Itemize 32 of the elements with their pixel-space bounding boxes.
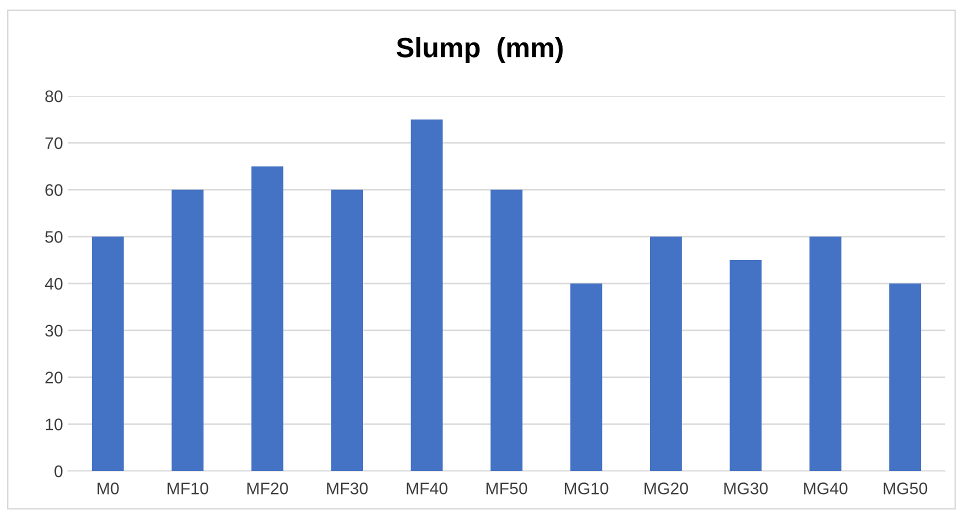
x-tick-label: MG10 xyxy=(564,482,608,494)
bar xyxy=(730,260,762,471)
x-tick-label: MF50 xyxy=(486,482,528,494)
y-tick-label: 20 xyxy=(45,372,62,384)
bar xyxy=(490,190,522,471)
y-tick-label: 10 xyxy=(46,418,62,430)
bar xyxy=(331,190,363,471)
x-tick-label: MF10 xyxy=(168,482,208,494)
bar xyxy=(809,236,842,471)
x-tick-label: MF40 xyxy=(406,482,448,494)
bar xyxy=(172,190,204,471)
bar xyxy=(889,284,922,471)
x-tick-label: MG40 xyxy=(804,482,848,494)
x-tick-label: MG50 xyxy=(884,482,928,494)
y-tick-label: 50 xyxy=(45,231,62,243)
bar xyxy=(251,166,284,471)
x-tick-label: MF30 xyxy=(327,482,368,494)
y-tick-label: 80 xyxy=(45,90,62,102)
x-tick-label: MF20 xyxy=(247,482,288,494)
bar xyxy=(570,284,602,471)
bar xyxy=(650,236,682,471)
y-tick-label: 40 xyxy=(44,278,62,290)
y-tick-label: 70 xyxy=(45,137,62,150)
y-tick-label: 30 xyxy=(45,324,62,337)
x-tick-label: M0 xyxy=(98,482,119,494)
bar xyxy=(410,119,443,471)
x-tick-label: MG30 xyxy=(724,482,768,494)
chart-title: Slump (mm) xyxy=(396,37,563,63)
x-tick-label: MG20 xyxy=(644,482,688,494)
bar xyxy=(92,236,124,471)
y-tick-label: 0 xyxy=(54,465,62,478)
y-tick-label: 60 xyxy=(45,184,62,196)
